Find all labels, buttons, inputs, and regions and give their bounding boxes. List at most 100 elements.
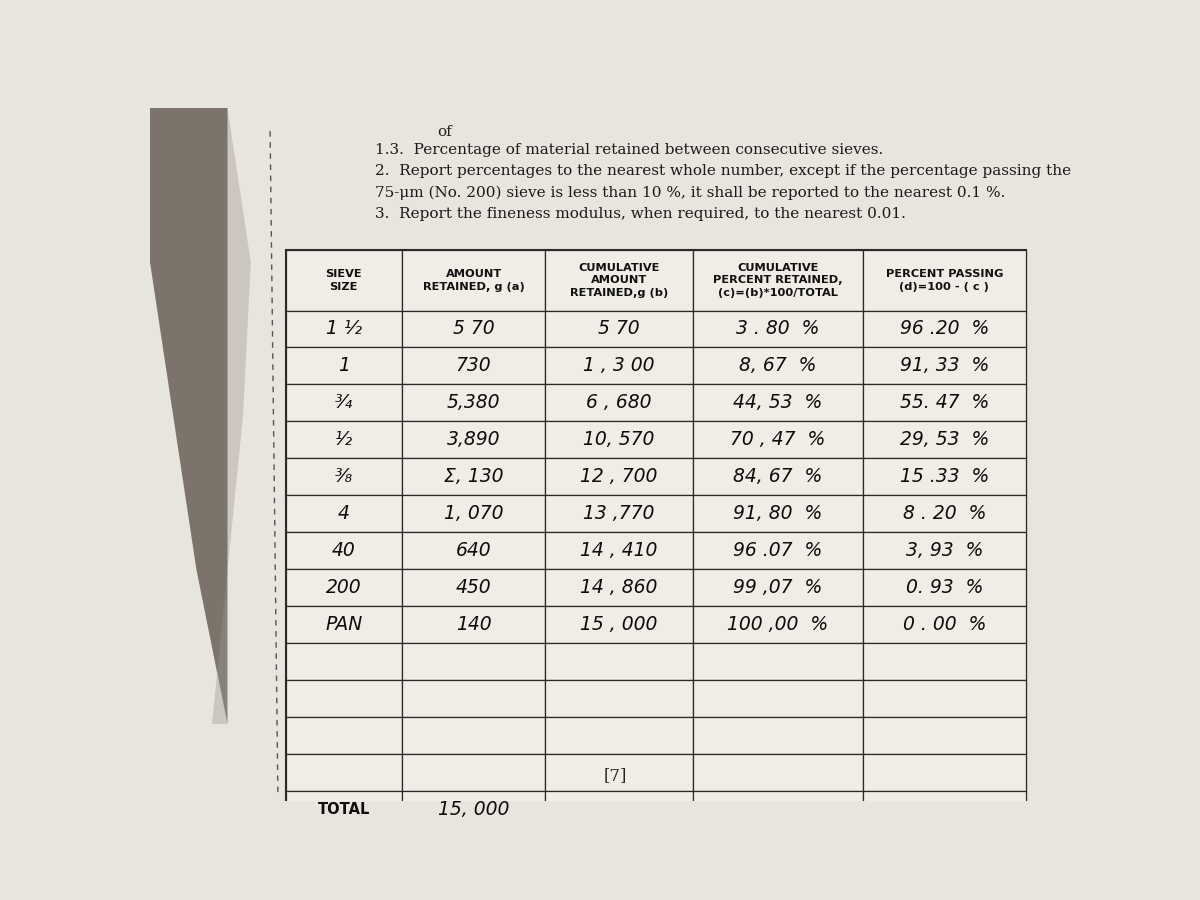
Bar (545, 458, 692, 495)
Bar (402, 250, 545, 310)
Text: PERCENT PASSING
(d)=100 - ( c ): PERCENT PASSING (d)=100 - ( c ) (886, 269, 1003, 292)
Bar (863, 680, 1026, 717)
Text: 15 .33  %: 15 .33 % (900, 467, 989, 486)
Text: 5 70: 5 70 (598, 320, 640, 338)
Bar (286, 532, 402, 569)
Bar (402, 754, 545, 791)
Bar (545, 421, 692, 458)
Bar (286, 384, 402, 421)
Bar (692, 310, 863, 347)
Bar (402, 680, 545, 717)
Bar (863, 250, 1026, 310)
Bar (863, 754, 1026, 791)
Text: PAN: PAN (325, 616, 362, 634)
Text: 29, 53  %: 29, 53 % (900, 430, 989, 449)
Bar (286, 250, 402, 310)
Text: 91, 33  %: 91, 33 % (900, 356, 989, 375)
Text: 40: 40 (332, 541, 355, 560)
Bar (863, 607, 1026, 644)
Bar (863, 791, 1026, 828)
Text: 0. 93  %: 0. 93 % (906, 578, 983, 598)
Bar (863, 421, 1026, 458)
Bar (545, 495, 692, 532)
Text: 3 . 80  %: 3 . 80 % (736, 320, 820, 338)
Text: 91, 80  %: 91, 80 % (733, 504, 822, 523)
Bar (545, 680, 692, 717)
Bar (863, 532, 1026, 569)
Text: 96 .07  %: 96 .07 % (733, 541, 822, 560)
Text: 15 , 000: 15 , 000 (580, 616, 658, 634)
Text: 1 , 3 00: 1 , 3 00 (583, 356, 655, 375)
Bar (286, 754, 402, 791)
Text: 55. 47  %: 55. 47 % (900, 393, 989, 412)
Text: 3,890: 3,890 (446, 430, 500, 449)
Bar (545, 644, 692, 680)
Text: 140: 140 (456, 616, 491, 634)
Bar (692, 791, 863, 828)
Text: 84, 67  %: 84, 67 % (733, 467, 822, 486)
Bar (545, 754, 692, 791)
Text: 1: 1 (338, 356, 349, 375)
Bar (692, 754, 863, 791)
Text: 730: 730 (456, 356, 491, 375)
Text: 44, 53  %: 44, 53 % (733, 393, 822, 412)
Bar (402, 347, 545, 384)
Bar (692, 644, 863, 680)
Text: 3, 93  %: 3, 93 % (906, 541, 983, 560)
Bar (545, 250, 692, 310)
Text: 70 , 47  %: 70 , 47 % (730, 430, 826, 449)
Bar (545, 569, 692, 607)
Bar (863, 347, 1026, 384)
Text: 640: 640 (456, 541, 491, 560)
Text: ³⁄₈: ³⁄₈ (335, 467, 353, 486)
Bar (692, 250, 863, 310)
Bar (286, 347, 402, 384)
Bar (545, 310, 692, 347)
Bar (692, 607, 863, 644)
Bar (863, 310, 1026, 347)
Bar (402, 310, 545, 347)
Bar (402, 384, 545, 421)
Text: 450: 450 (456, 578, 491, 598)
Bar (692, 384, 863, 421)
Bar (545, 607, 692, 644)
Text: [7]: [7] (604, 767, 626, 784)
Bar (286, 717, 402, 754)
Bar (545, 347, 692, 384)
Text: 12 , 700: 12 , 700 (580, 467, 658, 486)
Text: 100 ,00  %: 100 ,00 % (727, 616, 828, 634)
Text: 4: 4 (338, 504, 349, 523)
Bar (545, 384, 692, 421)
Text: 8, 67  %: 8, 67 % (739, 356, 816, 375)
Text: 0 . 00  %: 0 . 00 % (902, 616, 986, 634)
Polygon shape (150, 108, 251, 724)
Bar (863, 717, 1026, 754)
Bar (692, 458, 863, 495)
Bar (286, 310, 402, 347)
Bar (692, 347, 863, 384)
Bar (402, 421, 545, 458)
Bar (286, 495, 402, 532)
Bar (863, 495, 1026, 532)
Bar (286, 680, 402, 717)
Text: of: of (437, 125, 451, 139)
Text: 3.  Report the fineness modulus, when required, to the nearest 0.01.: 3. Report the fineness modulus, when req… (374, 207, 906, 221)
Text: CUMULATIVE
AMOUNT
RETAINED,g (b): CUMULATIVE AMOUNT RETAINED,g (b) (570, 263, 668, 298)
Text: 13 ,770: 13 ,770 (583, 504, 654, 523)
Bar (402, 644, 545, 680)
Bar (692, 421, 863, 458)
Bar (692, 532, 863, 569)
Text: 6 , 680: 6 , 680 (586, 393, 652, 412)
Text: 96 .20  %: 96 .20 % (900, 320, 989, 338)
Text: 5,380: 5,380 (446, 393, 500, 412)
Bar (692, 495, 863, 532)
Bar (286, 458, 402, 495)
Text: ³⁄₄: ³⁄₄ (335, 393, 353, 412)
Text: 99 ,07  %: 99 ,07 % (733, 578, 822, 598)
Bar (402, 569, 545, 607)
Bar (863, 384, 1026, 421)
Bar (286, 421, 402, 458)
Text: 75-μm (No. 200) sieve is less than 10 %, it shall be reported to the nearest 0.1: 75-μm (No. 200) sieve is less than 10 %,… (374, 185, 1006, 200)
Bar (692, 717, 863, 754)
Text: 1 ¹⁄₂: 1 ¹⁄₂ (325, 320, 361, 338)
